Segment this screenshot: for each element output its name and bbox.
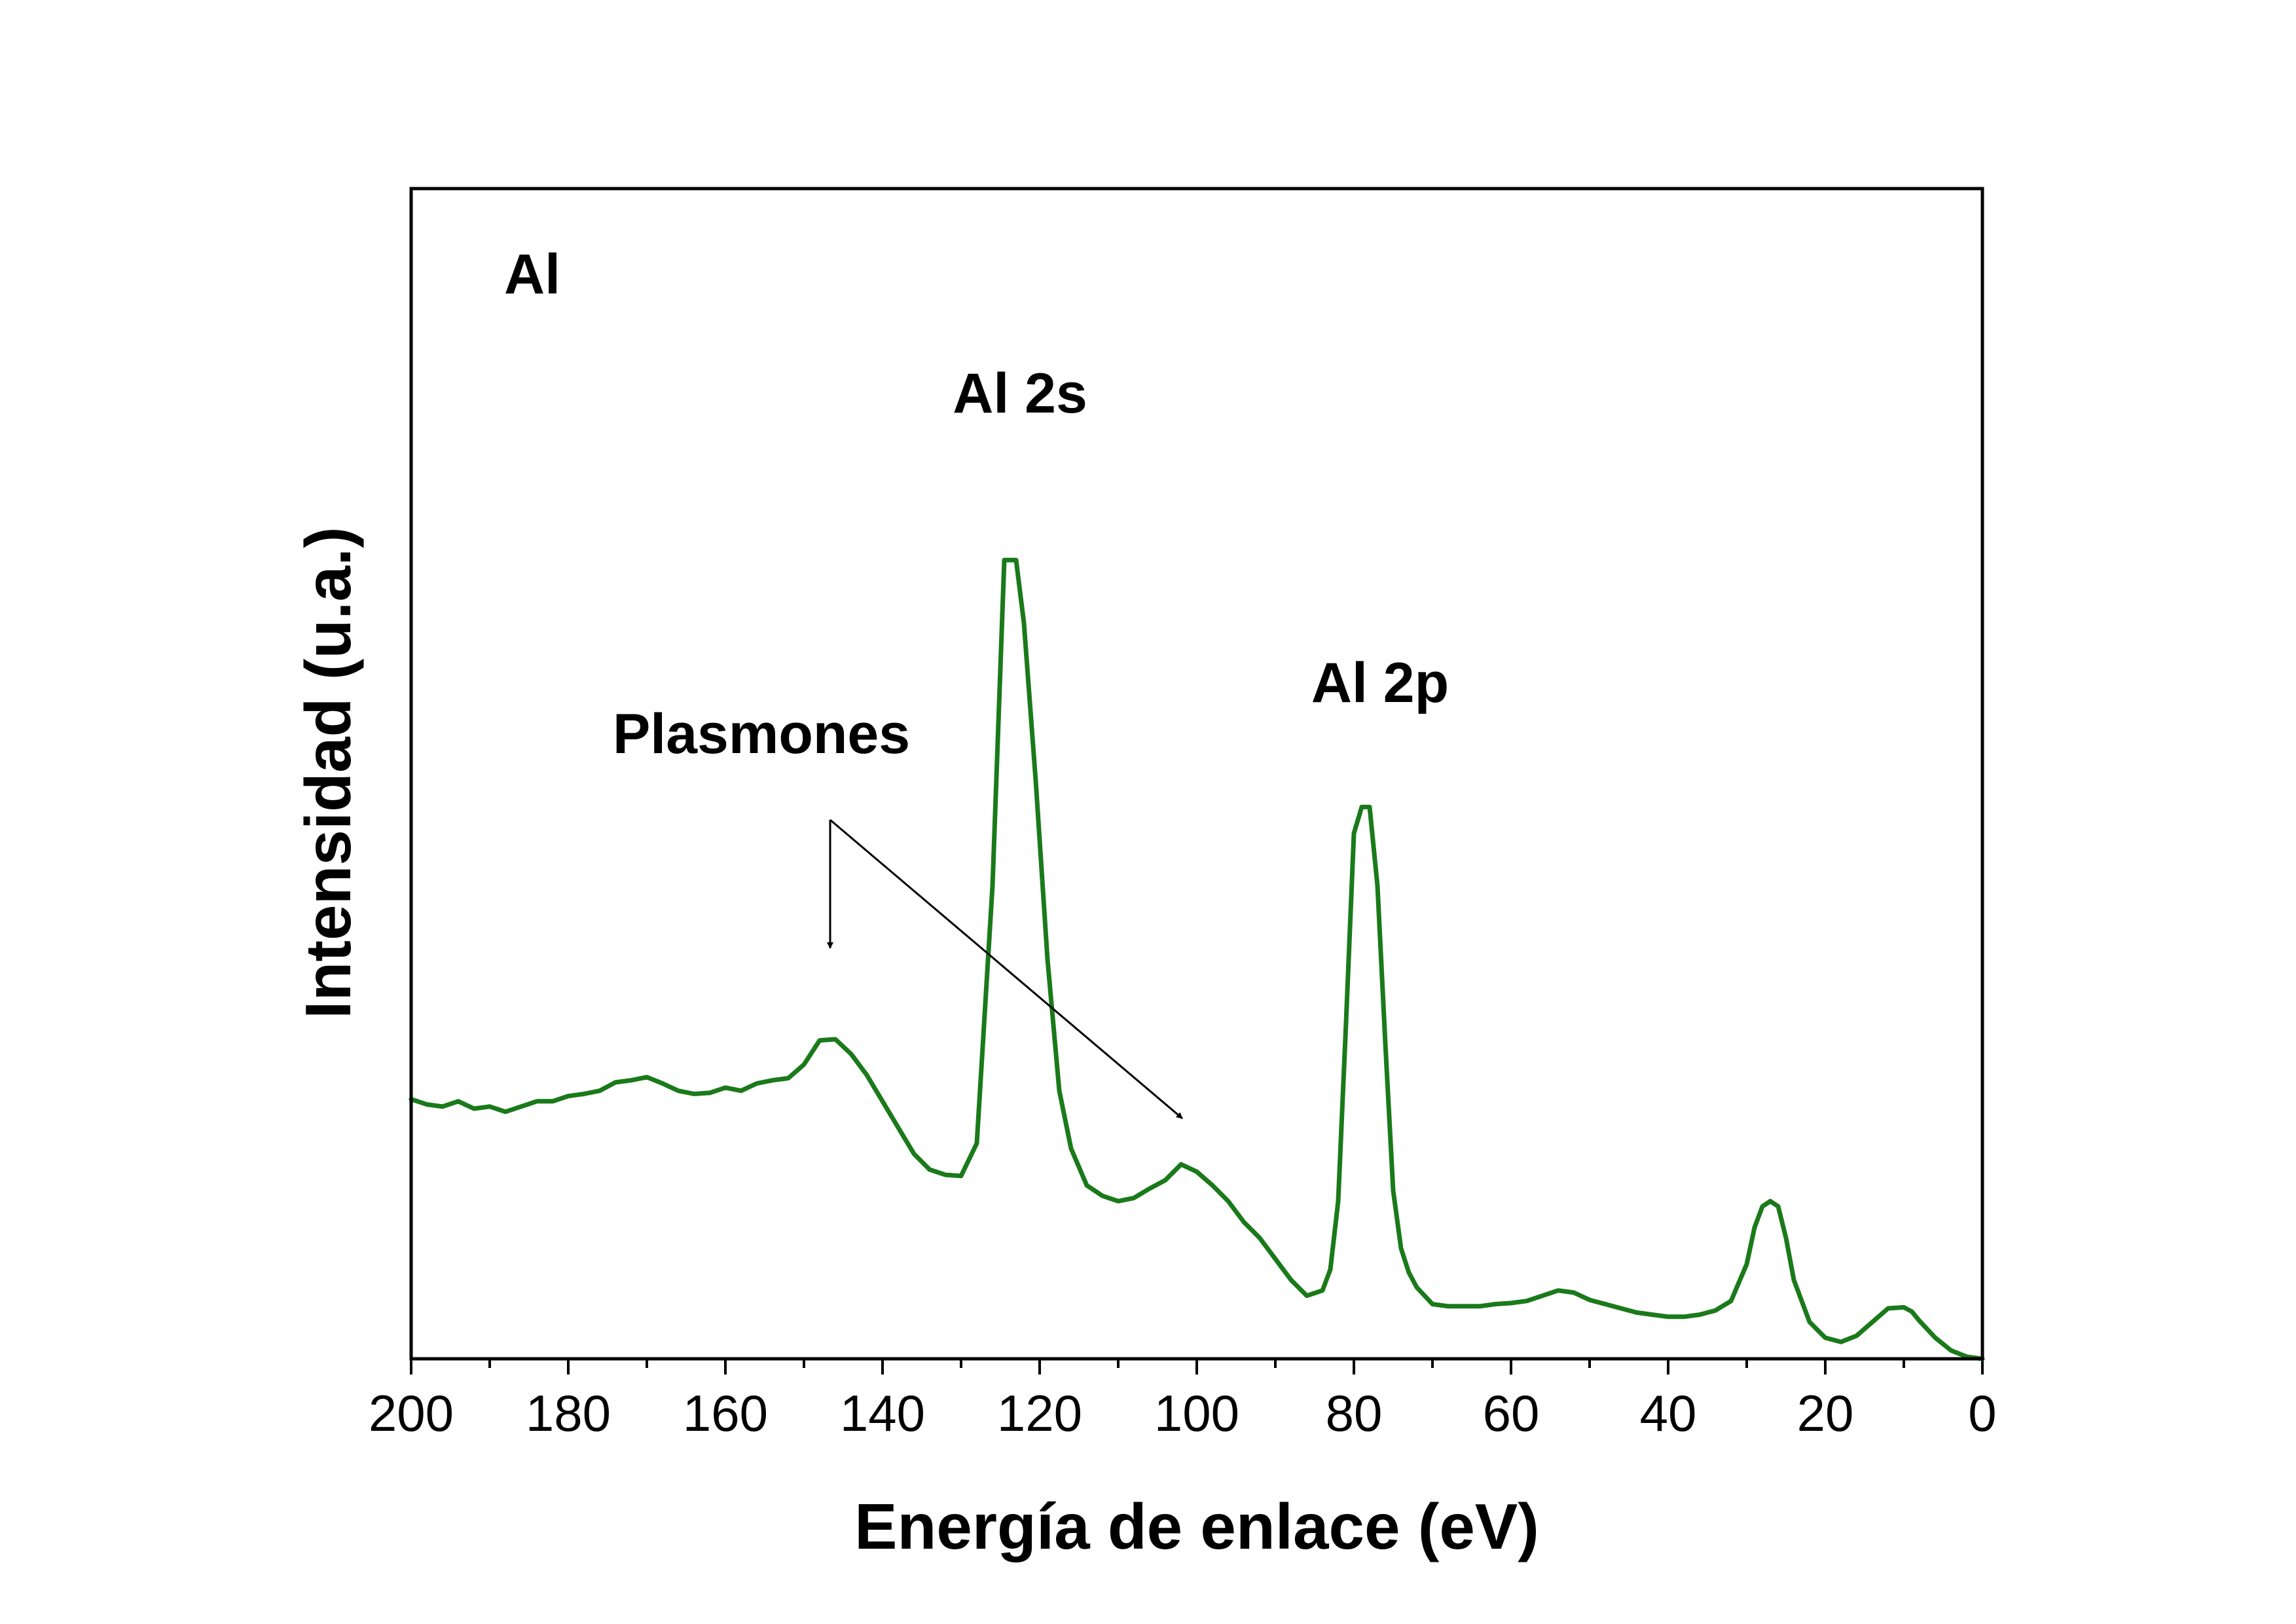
x-ticks	[410, 1359, 1984, 1375]
x-tick-label: 40	[1640, 1384, 1697, 1442]
x-tick-label: 60	[1483, 1384, 1540, 1442]
x-tick-label: 0	[1968, 1384, 1996, 1442]
plasmon-label: Plasmones	[613, 703, 910, 766]
plasmon-arrow-diagonal	[829, 819, 1183, 1120]
y-axis-title: Intensidad (u.a.)	[292, 526, 364, 1018]
x-tick-label: 120	[997, 1384, 1082, 1442]
sample-label: Al	[504, 243, 560, 306]
peak-2s-label: Al 2s	[953, 362, 1087, 425]
x-tick-label: 20	[1797, 1384, 1854, 1442]
peak-2p-label: Al 2p	[1311, 652, 1449, 714]
x-tick-label: 140	[840, 1384, 925, 1442]
series-line-al	[409, 557, 1985, 1361]
x-tick-label: 80	[1326, 1384, 1383, 1442]
plot-frame	[409, 187, 1984, 1361]
x-tick-label: 160	[683, 1384, 768, 1442]
x-tick-labels: 200 180 160 140 120 100 80 60 40 20 0	[369, 1384, 1997, 1442]
x-tick-label: 100	[1154, 1384, 1239, 1442]
x-tick-label: 180	[526, 1384, 611, 1442]
x-axis-title: Energía de enlace (eV)	[854, 1490, 1539, 1562]
x-tick-label: 200	[369, 1384, 454, 1442]
